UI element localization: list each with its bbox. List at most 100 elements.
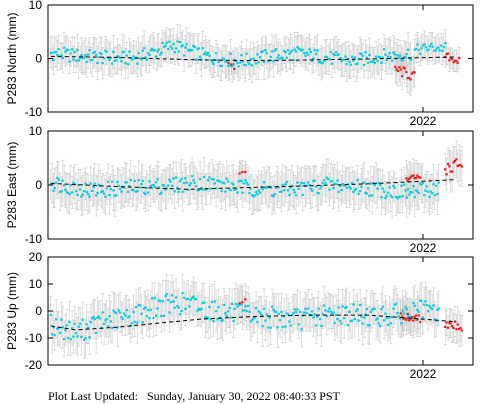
data-point bbox=[113, 59, 116, 62]
data-point bbox=[204, 316, 207, 319]
data-point bbox=[113, 194, 116, 197]
data-point bbox=[297, 47, 300, 50]
data-point bbox=[195, 185, 198, 188]
data-point bbox=[148, 316, 151, 320]
data-point bbox=[280, 190, 283, 193]
data-point bbox=[188, 49, 191, 52]
data-point bbox=[344, 55, 347, 58]
data-point bbox=[60, 54, 63, 57]
data-point bbox=[444, 325, 447, 329]
data-point bbox=[136, 189, 139, 192]
data-point bbox=[427, 48, 430, 51]
data-point bbox=[240, 179, 243, 183]
data-point bbox=[93, 182, 96, 185]
data-point bbox=[244, 170, 247, 174]
data-point bbox=[452, 161, 455, 164]
data-point bbox=[336, 53, 339, 57]
data-point bbox=[193, 297, 196, 301]
data-point bbox=[127, 190, 130, 193]
data-point bbox=[197, 307, 200, 310]
data-point bbox=[213, 300, 216, 303]
data-point bbox=[309, 50, 312, 54]
data-point bbox=[95, 331, 98, 335]
data-point bbox=[211, 300, 214, 304]
data-point bbox=[421, 182, 424, 185]
data-point bbox=[349, 187, 352, 190]
data-point bbox=[308, 184, 311, 187]
data-point bbox=[426, 49, 429, 52]
data-point bbox=[123, 50, 126, 53]
data-point bbox=[446, 326, 450, 329]
data-point bbox=[149, 308, 152, 311]
data-point bbox=[215, 52, 218, 55]
last-updated-value: Sunday, January 30, 2022 08:40:33 PST bbox=[147, 389, 340, 403]
data-point bbox=[185, 181, 188, 184]
data-point bbox=[356, 62, 359, 65]
data-point bbox=[230, 63, 233, 66]
data-point bbox=[272, 194, 275, 198]
data-point bbox=[140, 58, 143, 61]
data-point bbox=[199, 177, 202, 181]
data-point bbox=[108, 315, 111, 318]
data-point bbox=[205, 53, 208, 56]
data-point bbox=[183, 54, 186, 57]
data-point bbox=[64, 188, 67, 191]
data-point bbox=[317, 192, 320, 195]
data-point bbox=[453, 59, 457, 62]
data-point bbox=[428, 45, 432, 48]
data-point bbox=[403, 183, 406, 186]
data-point bbox=[352, 59, 355, 62]
data-point bbox=[75, 190, 78, 193]
data-point bbox=[83, 338, 86, 342]
data-point bbox=[285, 56, 288, 59]
data-point bbox=[155, 314, 158, 317]
data-point bbox=[315, 185, 318, 188]
data-point bbox=[120, 190, 123, 193]
data-point bbox=[393, 53, 396, 56]
data-point bbox=[417, 191, 420, 195]
data-point bbox=[143, 47, 146, 50]
data-point bbox=[376, 187, 379, 190]
data-point bbox=[392, 51, 395, 54]
data-point bbox=[75, 59, 78, 62]
data-point bbox=[195, 58, 198, 61]
data-point bbox=[244, 305, 247, 308]
data-point bbox=[389, 322, 392, 325]
data-point bbox=[359, 189, 362, 193]
data-point bbox=[107, 180, 110, 183]
data-point bbox=[160, 51, 163, 54]
data-point bbox=[343, 58, 346, 62]
data-point bbox=[296, 181, 299, 184]
data-point bbox=[252, 195, 255, 198]
data-point bbox=[109, 188, 112, 191]
data-point bbox=[63, 184, 66, 187]
data-point bbox=[401, 309, 404, 312]
data-point bbox=[135, 190, 138, 193]
data-point bbox=[173, 306, 176, 309]
data-point bbox=[261, 50, 264, 53]
data-point bbox=[236, 305, 239, 308]
data-point bbox=[327, 177, 330, 180]
east-y-axis-label: P283 East (mm) bbox=[5, 142, 19, 229]
data-point bbox=[369, 60, 372, 63]
data-point bbox=[184, 177, 187, 180]
data-point bbox=[93, 50, 96, 54]
data-point bbox=[279, 57, 282, 60]
data-point bbox=[431, 45, 434, 48]
data-point bbox=[145, 315, 148, 318]
data-point bbox=[69, 52, 72, 55]
data-point bbox=[269, 55, 272, 59]
data-point bbox=[406, 179, 409, 182]
data-point bbox=[376, 317, 379, 320]
data-point bbox=[211, 178, 214, 181]
data-point bbox=[344, 184, 347, 187]
data-point bbox=[283, 50, 286, 53]
data-point bbox=[192, 179, 195, 182]
data-point bbox=[369, 182, 372, 185]
data-point bbox=[305, 184, 308, 187]
data-point bbox=[281, 183, 284, 187]
data-point bbox=[437, 307, 440, 310]
data-point bbox=[243, 182, 246, 185]
data-point bbox=[313, 49, 316, 52]
data-point bbox=[263, 60, 266, 64]
